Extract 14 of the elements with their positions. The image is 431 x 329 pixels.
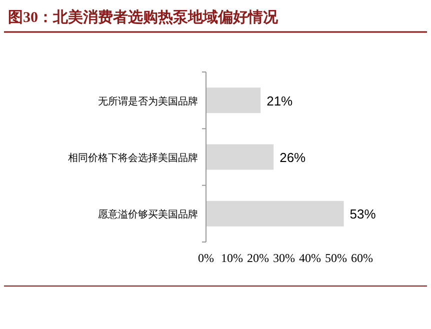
x-tick-label: 50% bbox=[325, 251, 347, 265]
data-label: 26% bbox=[280, 150, 306, 165]
x-tick-label: 40% bbox=[299, 251, 321, 265]
x-tick-label: 20% bbox=[247, 251, 269, 265]
y-tick-label: 无所谓是否为美国品牌 bbox=[98, 95, 198, 108]
y-tick-label: 相同价格下将会选择美国品牌 bbox=[68, 152, 198, 164]
x-tick-label: 0% bbox=[198, 251, 214, 265]
title: 图30：北美消费者选购热泵地域偏好情况 bbox=[8, 10, 278, 26]
data-label: 53% bbox=[350, 206, 376, 222]
x-tick-label: 30% bbox=[273, 251, 295, 265]
data-label: 21% bbox=[266, 93, 294, 108]
x-tick-label: 60% bbox=[351, 251, 373, 265]
x-tick-label: 10% bbox=[221, 251, 243, 265]
y-tick-label: 愿意溢价够买美国品牌 bbox=[98, 208, 198, 221]
